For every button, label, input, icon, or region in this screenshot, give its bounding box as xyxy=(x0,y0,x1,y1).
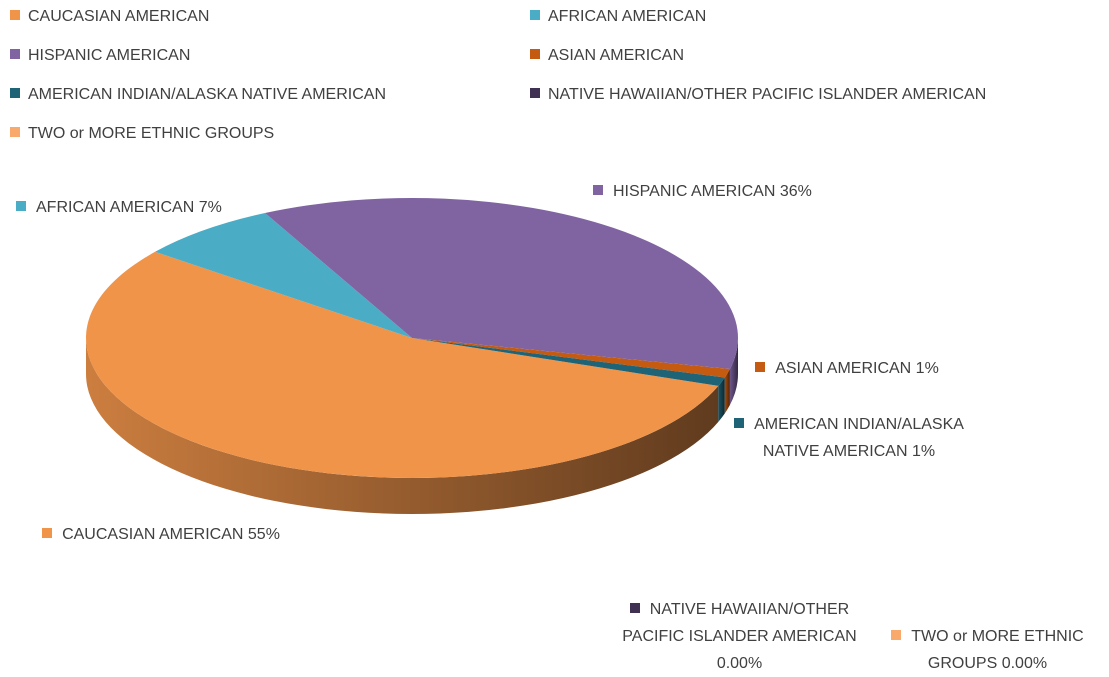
data-label-name: TWO or MORE ETHNIC GROUPS xyxy=(911,628,1084,672)
data-label-value: 1% xyxy=(915,360,939,377)
legend-item: CAUCASIAN AMERICAN xyxy=(10,7,209,27)
pie-slice xyxy=(86,251,719,478)
data-label-name: AFRICAN AMERICAN xyxy=(36,199,195,216)
pie-side xyxy=(724,369,730,414)
data-label-value: 7% xyxy=(198,199,222,216)
legend-item: TWO or MORE ETHNIC GROUPS xyxy=(10,124,274,144)
data-label: TWO or MORE ETHNIC GROUPS 0.00% xyxy=(870,623,1105,677)
data-label-value: 55% xyxy=(247,526,280,543)
data-label-swatch xyxy=(16,201,26,211)
data-label: CAUCASIAN AMERICAN 55% xyxy=(30,521,292,548)
data-label-swatch xyxy=(593,185,603,195)
legend-swatch xyxy=(530,88,540,98)
legend-label: ASIAN AMERICAN xyxy=(548,47,685,64)
data-label-swatch xyxy=(734,418,745,428)
pie-side xyxy=(718,377,725,422)
data-label: HISPANIC AMERICAN 36% xyxy=(593,178,893,205)
data-label: NATIVE HAWAIIAN/OTHER PACIFIC ISLANDER A… xyxy=(602,596,877,677)
legend-item: AFRICAN AMERICAN xyxy=(530,7,706,27)
legend-swatch xyxy=(10,49,20,59)
data-label-name: AMERICAN INDIAN/ALASKA NATIVE AMERICAN xyxy=(754,416,964,460)
data-label: AFRICAN AMERICAN 7% xyxy=(16,194,316,221)
legend-label: TWO or MORE ETHNIC GROUPS xyxy=(28,125,275,142)
data-label-value: 0.00% xyxy=(1001,655,1048,672)
data-label-value: 0.00% xyxy=(716,655,763,672)
legend-swatch xyxy=(530,49,540,59)
pie-side xyxy=(86,338,719,514)
legend-swatch xyxy=(10,10,20,20)
data-label-value: 1% xyxy=(911,443,936,460)
pie-slice xyxy=(155,213,412,338)
data-label: ASIAN AMERICAN 1% xyxy=(752,355,942,382)
pie-slice xyxy=(265,198,738,370)
data-label: AMERICAN INDIAN/ALASKA NATIVE AMERICAN 1… xyxy=(718,411,980,465)
legend-item: ASIAN AMERICAN xyxy=(530,46,684,66)
data-label-swatch xyxy=(629,603,640,613)
data-label-swatch xyxy=(755,362,766,372)
data-label-swatch xyxy=(891,630,902,640)
data-label-name: CAUCASIAN AMERICAN xyxy=(62,526,244,543)
legend-label: AMERICAN INDIAN/ALASKA NATIVE AMERICAN xyxy=(28,86,387,103)
pie-slice xyxy=(412,338,725,386)
data-label-swatch xyxy=(42,528,53,538)
legend-label: CAUCASIAN AMERICAN xyxy=(28,8,210,25)
legend-swatch xyxy=(10,127,20,137)
legend-item: AMERICAN INDIAN/ALASKA NATIVE AMERICAN xyxy=(10,85,386,105)
data-label-name: NATIVE HAWAIIAN/OTHER PACIFIC ISLANDER A… xyxy=(622,601,857,645)
pie-slice xyxy=(412,338,730,378)
legend-label: HISPANIC AMERICAN xyxy=(28,47,191,64)
data-label-value: 36% xyxy=(779,183,812,200)
legend-item: NATIVE HAWAIIAN/OTHER PACIFIC ISLANDER A… xyxy=(530,85,986,105)
legend-label: NATIVE HAWAIIAN/OTHER PACIFIC ISLANDER A… xyxy=(548,86,987,103)
data-label-name: ASIAN AMERICAN xyxy=(775,360,912,377)
legend-swatch xyxy=(530,10,540,20)
data-label-name: HISPANIC AMERICAN xyxy=(613,183,776,200)
legend-item: HISPANIC AMERICAN xyxy=(10,46,190,66)
legend-swatch xyxy=(10,88,20,98)
legend-label: AFRICAN AMERICAN xyxy=(548,8,707,25)
pie-side xyxy=(729,338,738,406)
